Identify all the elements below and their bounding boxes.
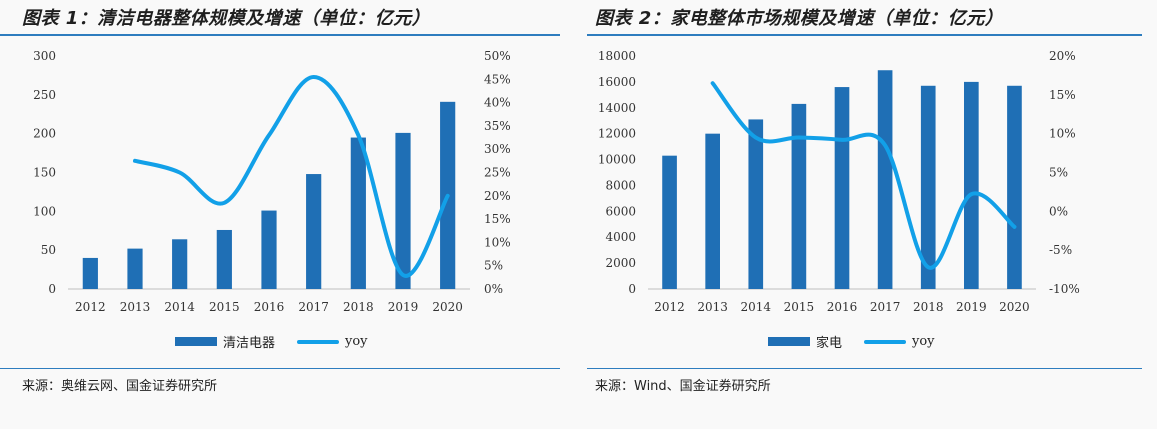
y-left-tick-label: 50 <box>41 243 56 257</box>
chart-legend: 清洁电器 yoy <box>175 332 390 351</box>
y-right-tick-label: 40% <box>484 96 511 110</box>
figure-1: 图表 1：清洁电器整体规模及增速（单位：亿元） 0 50 100 150 200 250 3… <box>0 0 572 429</box>
y-left-tick-label: 0 <box>628 282 636 296</box>
y-right-tick-label: 30% <box>484 142 511 156</box>
bar <box>877 70 893 289</box>
x-tick-label: 2014 <box>741 300 772 314</box>
figure-2: 图表 2：家电整体市场规模及增速（单位：亿元） 0 2000 4000 6000 800… <box>585 0 1157 429</box>
x-tick-label: 2012 <box>75 300 106 314</box>
y-right-tick-label: 20% <box>484 189 511 203</box>
legend-bar-swatch <box>768 337 810 346</box>
x-tick-label: 2014 <box>164 300 195 314</box>
y-right-tick-label: -10% <box>1049 282 1080 296</box>
bottom-divider <box>587 368 1142 369</box>
y-right-tick-label: 25% <box>484 166 511 180</box>
top-divider <box>0 34 560 36</box>
yoy-line <box>133 74 450 278</box>
source-note: 来源：Wind、国金证券研究所 <box>595 379 771 394</box>
x-tick-label: 2018 <box>343 300 374 314</box>
chart-2: 0 2000 4000 6000 8000 10000 12000 14000 16000 180… <box>598 49 1080 314</box>
legend-item-line: yoy <box>297 334 368 349</box>
y-left-tick-label: 200 <box>33 127 56 141</box>
bar <box>216 229 232 289</box>
legend-item-line: yoy <box>864 334 935 349</box>
yoy-line <box>710 81 1017 270</box>
bar <box>127 248 143 289</box>
bar <box>1007 85 1022 289</box>
y-left-tick-label: 2000 <box>605 256 636 270</box>
y-right-tick-label: 15% <box>1049 88 1076 102</box>
figure-title: 图表 1：清洁电器整体规模及增速（单位：亿元） <box>22 8 431 29</box>
legend-item-bar: 清洁电器 <box>175 332 275 351</box>
bar <box>964 81 979 289</box>
top-divider <box>587 34 1142 36</box>
y-left-tick-label: 300 <box>33 49 56 63</box>
legend-bar-label: 家电 <box>816 336 843 351</box>
y-right-tick-label: 5% <box>1049 166 1068 180</box>
y-right-tick-label: -5% <box>1049 243 1072 257</box>
x-tick-label: 2017 <box>870 300 901 314</box>
legend-item-bar: 家电 <box>768 332 842 351</box>
x-tick-label: 2019 <box>388 300 419 314</box>
y-right-tick-label: 10% <box>1049 127 1076 141</box>
legend-line-swatch <box>864 339 907 344</box>
x-tick-label: 2015 <box>784 300 815 314</box>
x-tick-label: 2013 <box>697 300 728 314</box>
y-right-tick-label: 5% <box>484 259 503 273</box>
y-left-tick-label: 16000 <box>598 75 636 89</box>
x-tick-label: 2018 <box>913 300 944 314</box>
y-left-tick-label: 18000 <box>598 49 636 63</box>
legend-line-swatch <box>297 339 340 344</box>
bar <box>261 210 277 289</box>
source-note: 来源：奥维云网、国金证券研究所 <box>22 379 218 394</box>
y-right-tick-label: 20% <box>1049 49 1076 63</box>
y-left-tick-label: 250 <box>33 88 56 102</box>
x-tick-label: 2012 <box>654 300 685 314</box>
y-left-tick-label: 8000 <box>605 178 636 192</box>
y-right-tick-label: 0% <box>484 282 503 296</box>
y-left-tick-label: 12000 <box>598 127 636 141</box>
bar <box>748 119 764 289</box>
x-tick-label: 2017 <box>298 300 329 314</box>
y-left-tick-label: 0 <box>48 282 56 296</box>
bar <box>350 137 366 289</box>
bar <box>705 133 720 289</box>
legend-bar-label: 清洁电器 <box>223 336 276 351</box>
y-right-tick-label: 10% <box>484 235 511 249</box>
x-tick-label: 2019 <box>956 300 987 314</box>
y-left-tick-label: 14000 <box>598 101 636 115</box>
bar <box>306 174 322 289</box>
y-left-tick-label: 150 <box>33 166 56 180</box>
x-tick-label: 2016 <box>254 300 285 314</box>
legend-bar-swatch <box>175 337 217 346</box>
y-right-tick-label: 45% <box>484 72 511 86</box>
chart-legend: 家电 yoy <box>768 332 957 351</box>
x-tick-label: 2013 <box>120 300 151 314</box>
x-tick-label: 2020 <box>432 300 463 314</box>
y-right-tick-label: 0% <box>1049 204 1068 218</box>
x-tick-label: 2016 <box>827 300 858 314</box>
figure-title: 图表 2：家电整体市场规模及增速（单位：亿元） <box>595 8 1004 29</box>
legend-line-label: yoy <box>912 334 935 349</box>
y-left-tick-label: 10000 <box>598 153 636 167</box>
x-tick-label: 2015 <box>209 300 240 314</box>
y-right-tick-label: 35% <box>484 119 511 133</box>
bar <box>791 103 807 290</box>
y-left-tick-label: 4000 <box>605 230 636 244</box>
bar <box>662 155 677 289</box>
y-right-tick-label: 50% <box>484 49 511 63</box>
bar <box>834 87 850 289</box>
y-right-tick-label: 15% <box>484 212 511 226</box>
bottom-divider <box>0 368 560 369</box>
bar <box>82 257 98 289</box>
chart-1: 0 50 100 150 200 250 300 0% 5% 10% 15% 20% 25% 30% 35%… <box>33 49 511 314</box>
y-left-tick-label: 100 <box>33 204 56 218</box>
bar <box>920 85 936 289</box>
x-tick-label: 2020 <box>999 300 1030 314</box>
bar <box>395 132 411 289</box>
legend-line-label: yoy <box>345 334 368 349</box>
y-left-tick-label: 6000 <box>605 204 636 218</box>
bar <box>172 239 188 289</box>
